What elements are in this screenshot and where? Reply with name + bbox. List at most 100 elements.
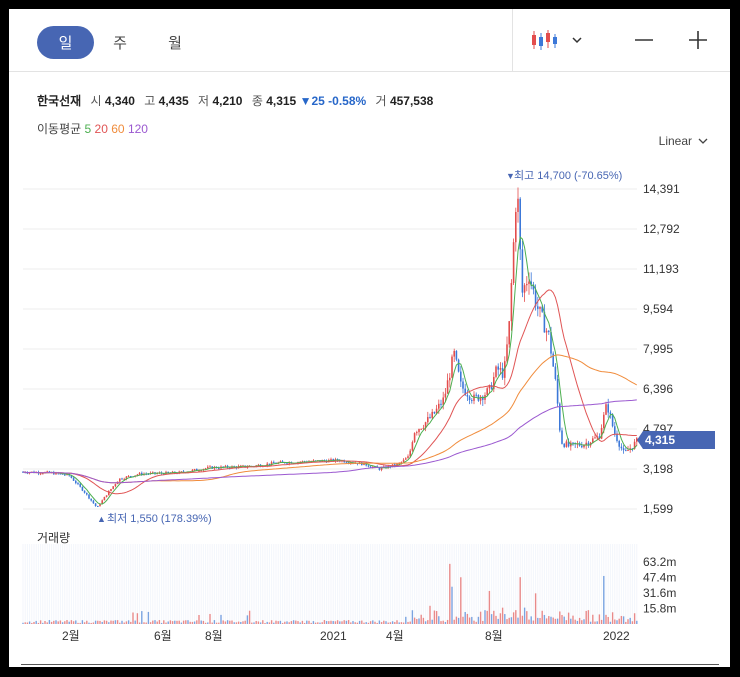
volume-bg-bar bbox=[315, 544, 317, 624]
volume-bar bbox=[453, 619, 455, 624]
volume-bg-bar bbox=[323, 544, 325, 624]
candle-body bbox=[53, 472, 55, 475]
volume-bar bbox=[189, 621, 191, 624]
min-marker-icon: ▲ bbox=[97, 514, 106, 524]
chevron-down-icon[interactable] bbox=[572, 36, 582, 44]
candle-body bbox=[88, 494, 90, 499]
volume-bar bbox=[387, 622, 389, 624]
volume-bar bbox=[345, 620, 348, 624]
volume-bar bbox=[143, 622, 145, 624]
volume-bar bbox=[187, 620, 189, 624]
volume-bar bbox=[218, 622, 220, 624]
x-tick-label: 2월 bbox=[62, 629, 80, 643]
volume-bg-bar bbox=[499, 544, 501, 624]
period-tab-month[interactable]: 월 bbox=[168, 35, 182, 52]
volume-bar bbox=[33, 621, 35, 624]
volume-bg-bar bbox=[251, 544, 253, 624]
volume-bar bbox=[361, 620, 363, 624]
volume-bar bbox=[358, 620, 361, 624]
candle-body bbox=[409, 450, 411, 457]
volume-bar bbox=[517, 617, 519, 624]
candle-body bbox=[209, 466, 211, 468]
scale-selector[interactable]: Linear bbox=[659, 134, 708, 148]
candle-body bbox=[554, 366, 557, 379]
volume-bar bbox=[53, 620, 55, 624]
open-label: 시 bbox=[90, 94, 102, 108]
volume-bar bbox=[224, 621, 227, 624]
volume-bg-bar bbox=[84, 544, 86, 624]
candle-body bbox=[453, 350, 455, 357]
volume-bar bbox=[207, 622, 209, 624]
volume-bar bbox=[482, 620, 484, 624]
volume-bar bbox=[418, 618, 420, 624]
candle-body bbox=[191, 469, 194, 472]
volume-bg-bar bbox=[161, 544, 163, 624]
volume-bg-bar bbox=[121, 544, 123, 624]
candle-body bbox=[367, 465, 370, 467]
volume-bg-bar bbox=[491, 544, 493, 624]
volume-bg-bar bbox=[605, 544, 607, 624]
volume-bar bbox=[629, 617, 631, 624]
candle-body bbox=[72, 477, 75, 481]
candle-body bbox=[270, 462, 273, 465]
volume-bg-bar bbox=[139, 544, 141, 624]
candle-body bbox=[528, 281, 530, 285]
volume-bar bbox=[583, 619, 585, 624]
volume-bg-bar bbox=[59, 544, 61, 624]
candle-body bbox=[312, 460, 315, 462]
volume-bg-bar bbox=[420, 544, 422, 624]
volume-bg-bar bbox=[134, 544, 136, 624]
open-value: 4,340 bbox=[104, 94, 135, 108]
volume-bar bbox=[554, 618, 557, 624]
volume-bg-bar bbox=[262, 544, 264, 624]
volume-bg-bar bbox=[502, 544, 504, 624]
moving-average-legend[interactable]: 이동평균 5 20 60 120 bbox=[37, 120, 148, 137]
candle-body bbox=[457, 359, 460, 372]
volume-bar bbox=[523, 607, 526, 624]
volume-bar bbox=[528, 619, 530, 624]
volume-bg-bar bbox=[330, 544, 332, 624]
period-tab-week[interactable]: 주 bbox=[113, 35, 127, 52]
x-tick-label: 2022 bbox=[603, 629, 630, 643]
volume-bar bbox=[497, 618, 499, 624]
volume-bar bbox=[376, 622, 378, 624]
period-tab-day[interactable]: 일 bbox=[37, 26, 94, 59]
volume-bg-bar bbox=[57, 544, 59, 624]
minus-icon[interactable] bbox=[624, 20, 664, 60]
candle-body bbox=[583, 445, 585, 448]
volume-bar bbox=[200, 620, 202, 624]
volume-bar bbox=[545, 618, 548, 624]
volume-bar bbox=[607, 616, 609, 624]
candle-body bbox=[422, 427, 425, 429]
scale-label: Linear bbox=[658, 134, 692, 148]
volume-bg-bar bbox=[178, 544, 180, 624]
volume-bg-bar bbox=[374, 544, 376, 624]
volume-bar bbox=[325, 621, 328, 624]
volume-bg-bar bbox=[612, 544, 614, 624]
volume-bg-bar bbox=[543, 544, 545, 624]
volume-bar bbox=[42, 622, 44, 624]
volume-bar bbox=[97, 620, 99, 624]
candle-body bbox=[614, 426, 616, 434]
volume-bar bbox=[576, 620, 579, 624]
volume-bg-bar bbox=[473, 544, 475, 624]
price-chart[interactable]: 14,39112,79211,1939,5947,9956,3964,7973,… bbox=[9, 159, 730, 529]
volume-bg-bar bbox=[275, 544, 277, 624]
candle-body bbox=[504, 361, 506, 378]
volume-bg-bar bbox=[176, 544, 178, 624]
candle-body bbox=[281, 461, 284, 463]
volume-bar bbox=[138, 622, 141, 624]
volume-bar bbox=[438, 616, 440, 624]
volume-bar bbox=[365, 622, 367, 624]
volume-bg-bar bbox=[277, 544, 279, 624]
chart-type-selector[interactable] bbox=[512, 9, 599, 71]
volume-bg-bar bbox=[123, 544, 125, 624]
plus-icon[interactable] bbox=[678, 20, 718, 60]
volume-bar bbox=[532, 620, 535, 624]
volume-bg-bar bbox=[79, 544, 81, 624]
volume-bg-bar bbox=[185, 544, 187, 624]
volume-bg-bar bbox=[130, 544, 132, 624]
volume-bg-bar bbox=[370, 544, 372, 624]
volume-bar bbox=[389, 622, 392, 624]
